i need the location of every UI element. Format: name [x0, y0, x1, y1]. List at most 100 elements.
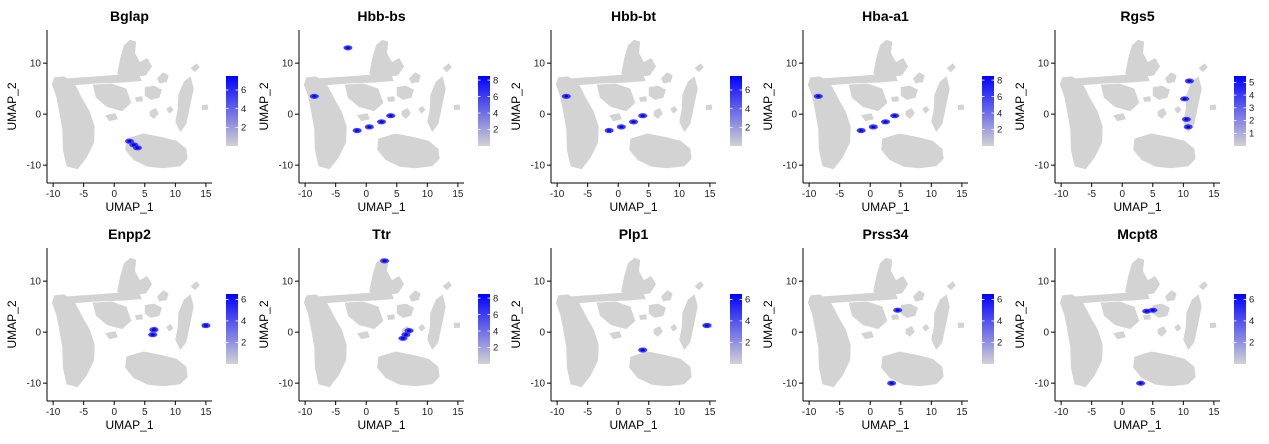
feature-panel-mcpt8: Mcpt8 -10 -5 0 5 10 15 -10 0 10 UMAP_1 UMAP_2 2 4 6: [1008, 218, 1260, 440]
y-tick-label: 0: [287, 110, 293, 121]
cell-cluster-12: [453, 104, 461, 111]
x-tick-label: 10: [170, 407, 182, 418]
cell-cluster-9: [922, 106, 930, 114]
color-legend: 2 4 6 8: [982, 75, 1002, 146]
cell-cluster-0: [51, 76, 95, 170]
x-tick-label: 5: [898, 407, 904, 418]
x-tick-label: 15: [1208, 407, 1220, 418]
panel-title: Mcpt8: [1117, 226, 1158, 242]
cell-cloud: [555, 257, 713, 388]
cell-cluster-2: [596, 83, 636, 112]
hotspot-core-2: [135, 146, 140, 150]
colorbar: [478, 294, 490, 364]
legend-tick-label: 6: [745, 295, 750, 306]
legend-tick-label: 4: [241, 316, 246, 327]
x-tick-label: -5: [583, 407, 592, 418]
cell-cluster-9: [166, 106, 174, 114]
x-tick-label: 15: [704, 407, 716, 418]
cell-cloud: [303, 39, 461, 170]
legend-tick-label: 4: [493, 108, 498, 119]
cell-cluster-3: [369, 39, 405, 78]
cell-cloud: [807, 39, 965, 170]
expression-hotspots: [309, 45, 396, 134]
cell-cluster-12: [1209, 322, 1217, 329]
cell-cluster-6: [1183, 76, 1202, 132]
hotspot-core-0: [607, 129, 612, 132]
axes: [46, 30, 212, 184]
x-tick-label: 10: [1178, 189, 1190, 200]
cell-cluster-2: [344, 301, 384, 330]
panel-title: Hbb-bs: [357, 8, 405, 24]
y-axis-label: UMAP_2: [761, 300, 775, 348]
x-tick-label: -5: [79, 189, 88, 200]
axes: [1054, 248, 1220, 402]
cell-cluster-6: [175, 76, 194, 132]
y-axis-label: UMAP_2: [257, 300, 271, 348]
umap-plot: Mcpt8 -10 -5 0 5 10 15 -10 0 10 UMAP_1 UMAP_2 2 4 6: [1013, 226, 1254, 432]
y-tick-label: 0: [791, 110, 797, 121]
hotspot-core-4: [816, 95, 821, 98]
x-tick-label: 5: [646, 407, 652, 418]
cell-cluster-4: [409, 72, 421, 84]
cell-cluster-3: [621, 39, 657, 78]
x-tick-label: 0: [363, 407, 369, 418]
y-tick-label: 0: [539, 110, 545, 121]
y-tick-label: -10: [783, 161, 798, 172]
cell-cluster-5: [144, 303, 162, 318]
x-tick-label: 0: [111, 189, 117, 200]
axes: [802, 30, 968, 184]
x-tick-label: 10: [422, 189, 434, 200]
x-tick-label: -10: [1054, 189, 1069, 200]
cell-cluster-4: [157, 72, 169, 84]
umap-plot: Hbb-bt -10 -5 0 5 10 15 -10 0 10 UMAP_1 UMAP_2 2 4 6: [509, 8, 750, 214]
x-axis-label: UMAP_1: [609, 200, 657, 214]
cell-cluster-0: [303, 76, 347, 170]
x-tick-label: 5: [394, 189, 400, 200]
x-tick-label: -5: [583, 189, 592, 200]
y-tick-label: -10: [27, 161, 42, 172]
x-tick-label: 15: [704, 189, 716, 200]
cell-cluster-13: [442, 63, 452, 73]
x-tick-label: 15: [200, 407, 212, 418]
axes: [802, 248, 968, 402]
expression-hotspots: [813, 93, 900, 134]
cell-cluster-9: [1174, 324, 1182, 332]
y-tick-label: 0: [287, 328, 293, 339]
x-tick-label: 10: [422, 407, 434, 418]
hotspot-core-0: [127, 139, 132, 143]
hotspot-core-2: [883, 120, 888, 124]
legend-tick-label: 6: [241, 295, 246, 306]
cell-cluster-10: [891, 314, 899, 320]
hotspot-core-0: [407, 329, 411, 332]
x-tick-label: -5: [1087, 189, 1096, 200]
cell-cluster-2: [92, 301, 132, 330]
x-tick-label: -5: [835, 189, 844, 200]
cell-cluster-7: [377, 351, 440, 387]
cell-cluster-7: [629, 351, 692, 387]
cell-cluster-13: [190, 281, 200, 291]
feature-panel-hba-a1: Hba-a1 -10 -5 0 5 10 15 -10 0 10 UMAP_1 UMAP_2 2 4 6 8: [756, 0, 1008, 222]
cell-cluster-7: [629, 133, 692, 169]
cell-cluster-8: [1157, 108, 1167, 119]
x-tick-label: 0: [111, 407, 117, 418]
hotspot-core-3: [388, 114, 393, 117]
x-tick-label: 5: [1150, 189, 1156, 200]
cell-cluster-8: [1157, 326, 1167, 337]
panel-title: Hbb-bt: [611, 8, 656, 24]
cell-cluster-12: [1209, 104, 1217, 111]
x-tick-label: 10: [674, 407, 686, 418]
cell-cluster-3: [873, 257, 909, 296]
color-legend: 2 4 6: [730, 76, 750, 146]
cell-cluster-13: [442, 281, 452, 291]
cell-cluster-2: [596, 301, 636, 330]
x-tick-label: 15: [452, 189, 464, 200]
cell-cluster-13: [946, 63, 956, 73]
cell-cluster-2: [848, 83, 888, 112]
axes: [1054, 30, 1220, 184]
y-tick-label: -10: [531, 161, 546, 172]
cell-cluster-6: [427, 294, 446, 350]
cell-cloud: [303, 257, 461, 388]
color-legend: 2 4 6: [226, 76, 246, 146]
feature-panel-ttr: Ttr -10 -5 0 5 10 15 -10 0 10 UMAP_1 UMAP_2 2 4 6 8: [252, 218, 504, 440]
